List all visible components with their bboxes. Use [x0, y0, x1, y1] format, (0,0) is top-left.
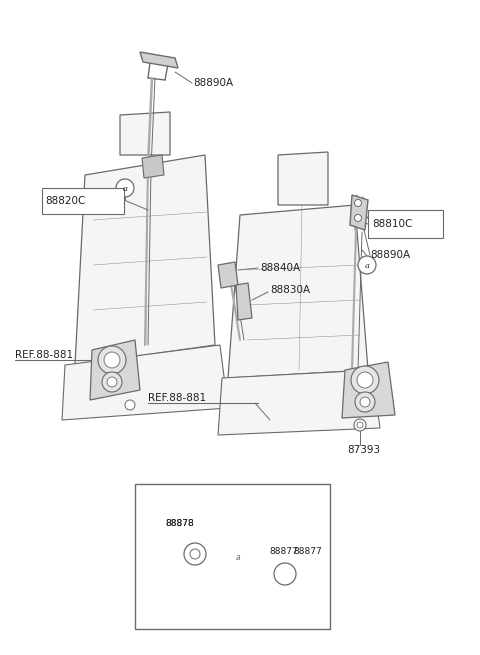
Text: 88830A: 88830A — [270, 285, 310, 295]
Circle shape — [357, 372, 373, 388]
Bar — [135, 484, 330, 629]
Circle shape — [107, 377, 117, 387]
Circle shape — [351, 366, 379, 394]
Circle shape — [274, 563, 296, 585]
Circle shape — [125, 400, 135, 410]
Circle shape — [358, 256, 376, 274]
Circle shape — [116, 179, 134, 197]
Polygon shape — [140, 52, 178, 68]
Text: a: a — [122, 185, 128, 193]
Text: a: a — [155, 495, 159, 503]
Circle shape — [148, 489, 166, 507]
Polygon shape — [350, 195, 368, 230]
Text: REF.88-881: REF.88-881 — [15, 350, 73, 360]
Circle shape — [354, 419, 366, 431]
Polygon shape — [142, 155, 164, 178]
Polygon shape — [278, 152, 328, 205]
Polygon shape — [218, 370, 380, 435]
Circle shape — [102, 372, 122, 392]
Text: 88877: 88877 — [269, 546, 298, 555]
Circle shape — [104, 352, 120, 368]
Bar — [368, 210, 443, 238]
Text: 88810C: 88810C — [372, 219, 412, 229]
Text: 87393: 87393 — [347, 445, 380, 455]
Bar — [42, 188, 124, 214]
Polygon shape — [342, 362, 395, 418]
Polygon shape — [218, 262, 238, 288]
Circle shape — [357, 422, 363, 428]
Text: 88890A: 88890A — [370, 250, 410, 260]
Polygon shape — [62, 345, 228, 420]
Text: 88840A: 88840A — [260, 263, 300, 273]
Circle shape — [355, 392, 375, 412]
Text: 88878: 88878 — [165, 519, 194, 529]
Text: 88820C: 88820C — [45, 196, 85, 206]
Circle shape — [355, 214, 361, 221]
Circle shape — [184, 543, 206, 565]
Circle shape — [355, 200, 361, 206]
Circle shape — [98, 346, 126, 374]
Text: 88878: 88878 — [165, 519, 194, 529]
Text: 88877: 88877 — [293, 546, 322, 555]
Circle shape — [360, 397, 370, 407]
Polygon shape — [120, 112, 170, 155]
Polygon shape — [75, 155, 215, 365]
Circle shape — [190, 549, 200, 559]
Text: a: a — [364, 262, 370, 270]
Polygon shape — [236, 283, 252, 320]
Text: 88890A: 88890A — [193, 78, 233, 88]
Polygon shape — [90, 340, 140, 400]
Text: a: a — [236, 553, 240, 562]
Text: REF.88-881: REF.88-881 — [148, 393, 206, 403]
Polygon shape — [228, 205, 368, 378]
